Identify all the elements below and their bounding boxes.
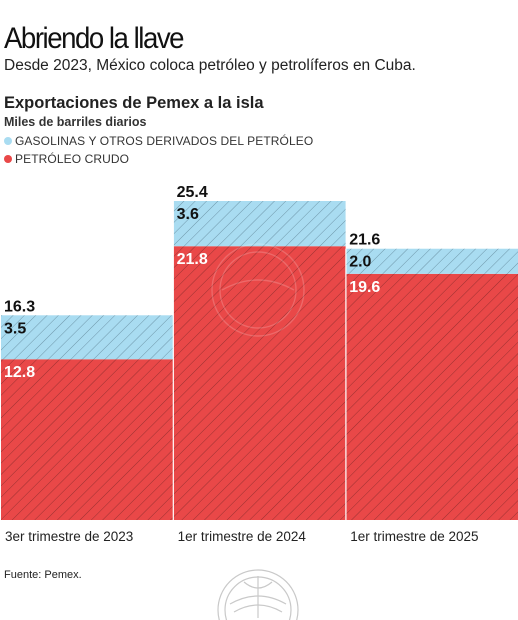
bar-watermark-icon	[211, 243, 305, 337]
chart-title: Exportaciones de Pemex a la isla	[4, 94, 264, 112]
value-label-crudo: 12.8	[4, 364, 35, 381]
source-note: Fuente: Pemex.	[4, 569, 82, 581]
bar-gasolinas-hatch	[173, 201, 346, 247]
watermark-seal-icon	[217, 569, 299, 620]
legend-item-crudo: PETRÓLEO CRUDO	[4, 151, 514, 167]
page-title: Abriendo la llave	[4, 22, 185, 55]
bar-crudo-hatch	[173, 246, 346, 521]
watermark-arc	[221, 279, 295, 291]
value-label-gasolinas: 2.0	[349, 254, 371, 271]
bar-gasolinas-hatch	[346, 248, 518, 274]
labels-layer: 12.8 3.5 16.3 3er trimestre de 2023 21.8 3.6 2…	[4, 184, 479, 544]
bar-crudo-hatch	[1, 359, 173, 520]
bar-gasolinas-hatch	[1, 315, 173, 360]
legend-label-crudo: PETRÓLEO CRUDO	[15, 152, 130, 166]
legend-label-gasolinas: GASOLINAS Y OTROS DERIVADOS DEL PETRÓLEO	[15, 134, 314, 148]
total-label: 21.6	[349, 232, 380, 249]
value-label-crudo: 21.8	[177, 251, 208, 268]
legend-swatch-gasolinas	[4, 137, 12, 145]
x-tick-label: 3er trimestre de 2023	[5, 529, 133, 544]
bar-crudo-hatch	[346, 273, 518, 520]
watermark-ring	[211, 243, 305, 337]
total-label: 25.4	[177, 184, 208, 201]
value-label-gasolinas: 3.5	[4, 320, 26, 337]
watermark-ring-inner	[219, 251, 297, 329]
value-label-gasolinas: 3.6	[177, 206, 199, 223]
x-tick-label: 1er trimestre de 2024	[178, 529, 307, 544]
value-label-crudo: 19.6	[349, 279, 380, 296]
page-subtitle: Desde 2023, México coloca petróleo y pet…	[4, 57, 416, 74]
x-tick-label: 1er trimestre de 2025	[350, 529, 478, 544]
total-label: 16.3	[4, 298, 35, 315]
legend-item-gasolinas: GASOLINAS Y OTROS DERIVADOS DEL PETRÓLEO	[4, 133, 514, 149]
units-label: Miles de barriles diarios	[4, 115, 147, 129]
legend-swatch-crudo	[4, 155, 12, 163]
bars-layer	[1, 201, 518, 548]
